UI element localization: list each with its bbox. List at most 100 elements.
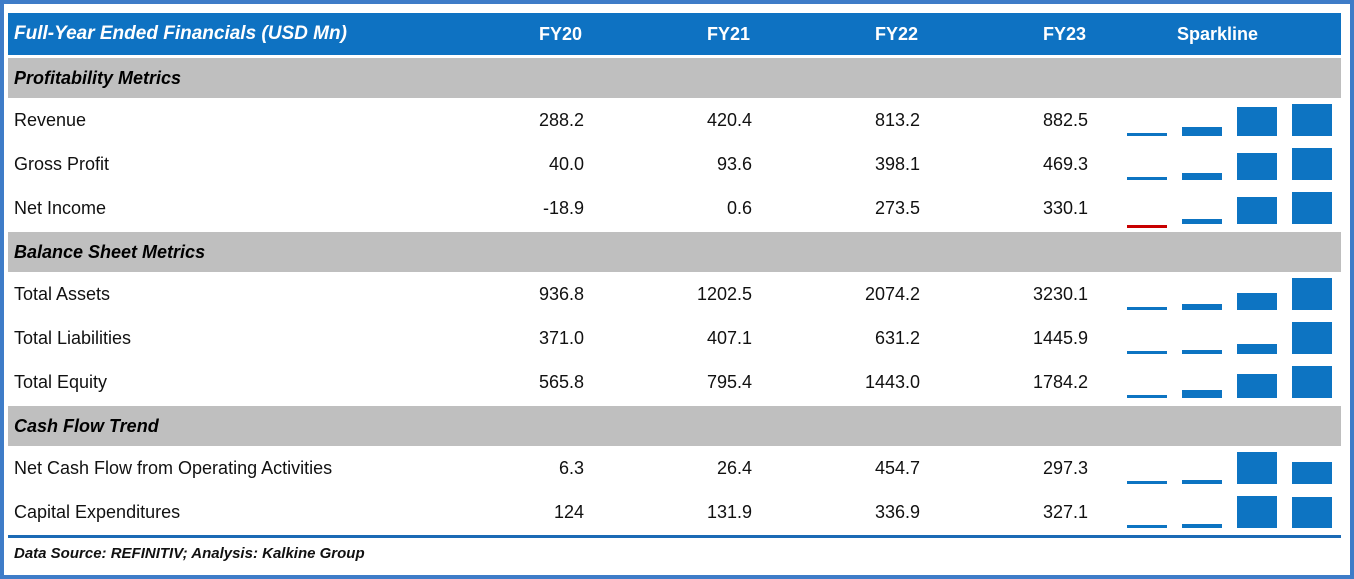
- sparkline: [1094, 360, 1341, 404]
- row-label: Revenue: [14, 109, 87, 130]
- value-cell: 288.2: [538, 109, 584, 130]
- value-cell: 3230.1: [1032, 283, 1088, 304]
- value-cell: 131.9: [706, 501, 752, 522]
- table-row: Net Cash Flow from Operating Activities 6…: [8, 446, 1341, 490]
- sparkline-bar: [1127, 177, 1167, 180]
- sparkline-bar: [1127, 133, 1167, 136]
- table-row: Net Income -18.9 0.6 273.5 330.1: [8, 186, 1341, 230]
- sparkline-bar: [1292, 192, 1332, 224]
- value-cell: 2074.2: [864, 283, 920, 304]
- value-cell: 565.8: [538, 371, 584, 392]
- value-cell: 330.1: [1042, 197, 1088, 218]
- value-cell: 795.4: [706, 371, 752, 392]
- sparkline-bar: [1182, 127, 1222, 136]
- sparkline: [1094, 98, 1341, 142]
- row-label: Total Assets: [14, 283, 111, 304]
- value-cell: 93.6: [716, 153, 752, 174]
- value-cell: 631.2: [874, 327, 920, 348]
- value-cell: 1443.0: [864, 371, 920, 392]
- data-source-note: Data Source: REFINITIV; Analysis: Kalkin…: [14, 545, 365, 562]
- row-label: Gross Profit: [14, 153, 110, 174]
- value-cell: 371.0: [538, 327, 584, 348]
- value-cell: 936.8: [538, 283, 584, 304]
- table-row: Total Equity 565.8 795.4 1443.0 1784.2: [8, 360, 1341, 404]
- value-cell: 813.2: [874, 109, 920, 130]
- sparkline-bar: [1237, 107, 1277, 136]
- column-header-fy21: FY21: [706, 23, 750, 44]
- row-label: Capital Expenditures: [14, 501, 181, 522]
- sparkline: [1094, 142, 1341, 186]
- row-label: Net Income: [14, 197, 107, 218]
- sparkline-bar: [1292, 104, 1332, 136]
- value-cell: 0.6: [726, 197, 752, 218]
- sparkline-bar: [1182, 304, 1222, 310]
- sparkline-bar: [1292, 148, 1332, 180]
- sparkline-bar: [1292, 462, 1332, 484]
- sparkline: [1094, 446, 1341, 490]
- column-header-sparkline: Sparkline: [1176, 23, 1259, 44]
- value-cell: 327.1: [1042, 501, 1088, 522]
- value-cell: 336.9: [874, 501, 920, 522]
- value-cell: 273.5: [874, 197, 920, 218]
- table-header-row: Full-Year Ended Financials (USD Mn) FY20…: [8, 13, 1341, 55]
- sparkline-bar: [1237, 344, 1277, 354]
- sparkline: [1094, 186, 1341, 230]
- sparkline-bar: [1237, 452, 1277, 484]
- table-row: Total Liabilities 371.0 407.1 631.2 1445.9: [8, 316, 1341, 360]
- sparkline-bar-negative: [1127, 225, 1167, 228]
- sparkline-bar: [1127, 351, 1167, 354]
- value-cell: 1784.2: [1032, 371, 1088, 392]
- sparkline: [1094, 490, 1341, 534]
- table-row: Revenue 288.2 420.4 813.2 882.5: [8, 98, 1341, 142]
- row-label: Total Equity: [14, 371, 108, 392]
- sparkline: [1094, 272, 1341, 316]
- section-header: Cash Flow Trend: [8, 406, 1341, 446]
- value-cell: 297.3: [1042, 457, 1088, 478]
- row-label: Total Liabilities: [14, 327, 132, 348]
- value-cell: 26.4: [716, 457, 752, 478]
- value-cell: 882.5: [1042, 109, 1088, 130]
- sparkline-bar: [1237, 153, 1277, 180]
- sparkline-bar: [1182, 219, 1222, 224]
- value-cell: 40.0: [548, 153, 584, 174]
- value-cell: 420.4: [706, 109, 752, 130]
- sparkline-bar: [1182, 350, 1222, 354]
- section-header: Balance Sheet Metrics: [8, 232, 1341, 272]
- sparkline-bar: [1182, 390, 1222, 398]
- section-header: Profitability Metrics: [8, 58, 1341, 98]
- column-header-fy22: FY22: [874, 23, 918, 44]
- sparkline-bar: [1127, 395, 1167, 398]
- value-cell: 398.1: [874, 153, 920, 174]
- table-body: Profitability Metrics Revenue 288.2 420.4 81…: [8, 58, 1341, 534]
- value-cell: 124: [553, 501, 584, 522]
- value-cell: 1202.5: [696, 283, 752, 304]
- value-cell: 454.7: [874, 457, 920, 478]
- sparkline-bar: [1237, 197, 1277, 224]
- value-cell: 1445.9: [1032, 327, 1088, 348]
- sparkline-bar: [1237, 293, 1277, 310]
- sparkline: [1094, 316, 1341, 360]
- sparkline-bar: [1127, 307, 1167, 310]
- value-cell: 6.3: [558, 457, 584, 478]
- sparkline-bar: [1292, 322, 1332, 354]
- sparkline-bar: [1292, 278, 1332, 310]
- sparkline-bar: [1292, 497, 1332, 528]
- sparkline-bar: [1127, 481, 1167, 484]
- sparkline-bar: [1182, 480, 1222, 484]
- sparkline-bar: [1127, 525, 1167, 528]
- table-row: Total Assets 936.8 1202.5 2074.2 3230.1: [8, 272, 1341, 316]
- row-label: Net Cash Flow from Operating Activities: [14, 457, 333, 478]
- table-title: Full-Year Ended Financials (USD Mn): [14, 23, 347, 44]
- value-cell: 469.3: [1042, 153, 1088, 174]
- table-bottom-border: [8, 535, 1341, 538]
- sparkline-bar: [1237, 374, 1277, 398]
- value-cell: -18.9: [542, 197, 584, 218]
- column-header-fy20: FY20: [538, 23, 582, 44]
- column-header-fy23: FY23: [1042, 23, 1086, 44]
- table-row: Gross Profit 40.0 93.6 398.1 469.3: [8, 142, 1341, 186]
- sparkline-bar: [1292, 366, 1332, 398]
- value-cell: 407.1: [706, 327, 752, 348]
- table-row: Capital Expenditures 124 131.9 336.9 327.1: [8, 490, 1341, 534]
- sparkline-bar: [1182, 173, 1222, 180]
